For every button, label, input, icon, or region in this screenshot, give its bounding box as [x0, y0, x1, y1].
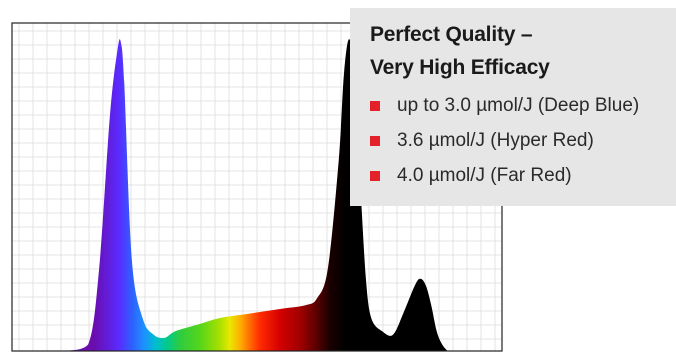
- red-square-bullet-icon: [370, 100, 380, 111]
- panel-title-line-1: Perfect Quality –: [370, 23, 533, 46]
- red-square-bullet-icon: [370, 170, 380, 181]
- feature-item-hyper-red: 3.6 µmol/J (Hyper Red): [370, 123, 666, 158]
- info-panel: Perfect Quality – Very High Efficacy up …: [350, 8, 676, 206]
- panel-title-line-2: Very High Efficacy: [370, 56, 550, 79]
- feature-item-deep-blue: up to 3.0 µmol/J (Deep Blue): [370, 88, 666, 123]
- feature-text: 4.0 µmol/J (Far Red): [397, 164, 572, 186]
- red-square-bullet-icon: [370, 135, 380, 146]
- feature-item-far-red: 4.0 µmol/J (Far Red): [370, 158, 666, 193]
- feature-list: up to 3.0 µmol/J (Deep Blue) 3.6 µmol/J …: [370, 88, 666, 193]
- feature-text: 3.6 µmol/J (Hyper Red): [397, 129, 594, 151]
- feature-text: up to 3.0 µmol/J (Deep Blue): [397, 94, 640, 116]
